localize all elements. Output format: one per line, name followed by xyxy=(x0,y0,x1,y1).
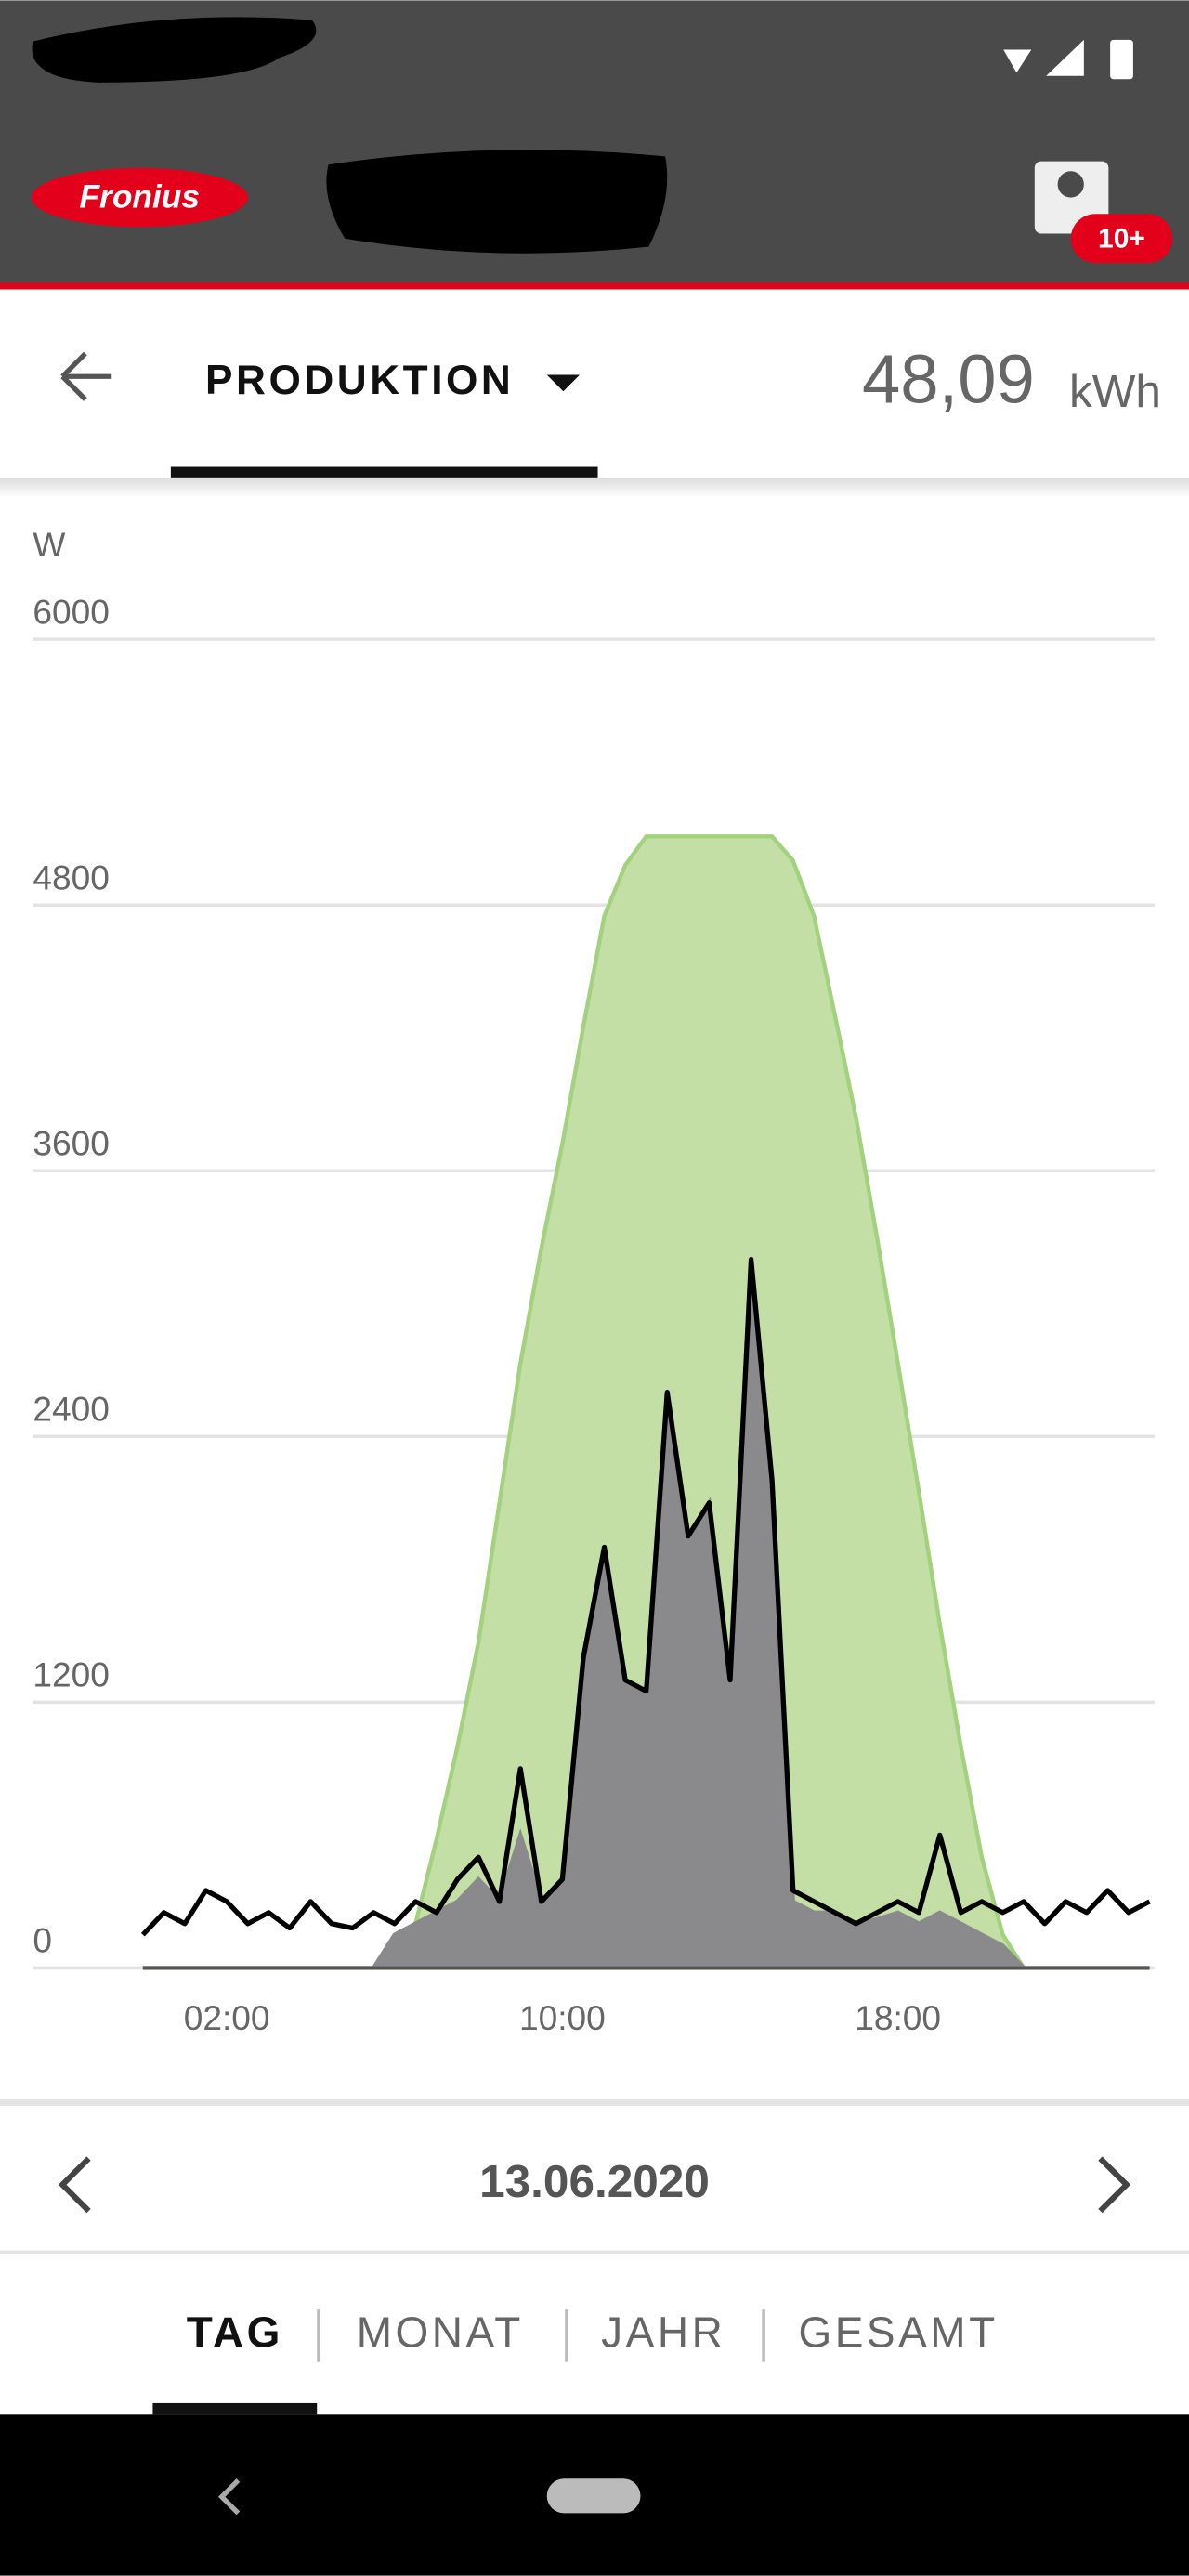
next-day[interactable] xyxy=(1098,2156,1131,2214)
tab-underline xyxy=(170,466,598,478)
back-arrow[interactable] xyxy=(60,351,112,401)
y-tick-label: 2400 xyxy=(33,1390,110,1429)
redaction xyxy=(32,17,317,83)
badge xyxy=(1070,214,1173,264)
y-tick-label: 6000 xyxy=(33,592,110,631)
wifi-icon xyxy=(1003,49,1032,73)
period-tab[interactable]: JAHR xyxy=(601,2308,725,2357)
logo-text: Fronius xyxy=(79,179,200,216)
x-tick-label: 10:00 xyxy=(519,1998,606,2037)
signal-icon xyxy=(1046,39,1084,76)
logo[interactable] xyxy=(31,167,248,228)
y-tick-label: 1200 xyxy=(33,1655,110,1694)
total-unit: kWh xyxy=(1069,366,1161,417)
y-axis-label: W xyxy=(33,525,65,564)
period-tab[interactable]: GESAMT xyxy=(798,2308,998,2357)
y-tick-label: 0 xyxy=(33,1921,52,1960)
x-tick-label: 02:00 xyxy=(184,1998,270,2037)
nav-back[interactable] xyxy=(217,2478,241,2516)
shadow xyxy=(0,477,1189,499)
profile-head xyxy=(1057,171,1084,198)
badge-text: 10+ xyxy=(1098,223,1145,254)
battery-icon xyxy=(1110,39,1133,80)
date: 13.06.2020 xyxy=(479,2156,710,2207)
dropdown-caret xyxy=(546,374,581,392)
line xyxy=(140,1256,1151,1937)
redaction xyxy=(326,150,668,254)
total-value: 48,09 xyxy=(862,341,1035,418)
view-selector[interactable]: PRODUKTION xyxy=(205,358,514,403)
y-tick-label: 4800 xyxy=(33,858,110,897)
tab-separator xyxy=(317,2309,765,2362)
divider xyxy=(0,2250,1189,2255)
prev-day[interactable] xyxy=(58,2156,91,2214)
header-bg xyxy=(0,289,1189,478)
x-tick-label: 18:00 xyxy=(855,1998,941,2037)
chart: W 0 1200 2400 3600 4800 6000 02:00 10:00 18:00 xyxy=(33,525,1155,2037)
divider xyxy=(0,2099,1189,2106)
period-tab[interactable]: TAG xyxy=(187,2308,283,2357)
accent-line xyxy=(0,282,1189,290)
y-tick-label: 3600 xyxy=(33,1124,110,1163)
tab-underline xyxy=(152,2402,318,2415)
period-tab[interactable]: MONAT xyxy=(357,2308,524,2357)
nav-home[interactable] xyxy=(546,2478,641,2514)
